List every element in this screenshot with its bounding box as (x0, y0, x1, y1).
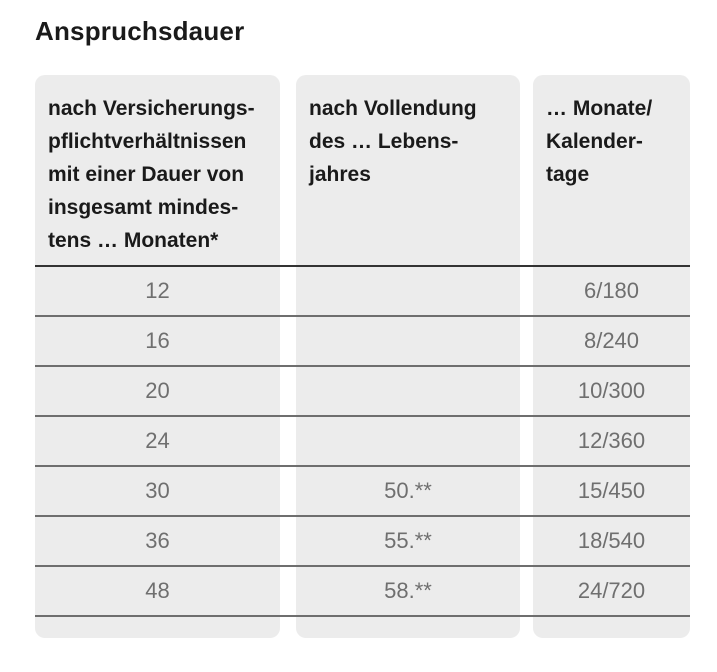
table-cell-age: 58.** (296, 567, 520, 615)
table-cell-months-insured: 16 (35, 317, 280, 365)
table-cell-duration: 8/240 (533, 317, 690, 365)
table-row: 12 6/180 (35, 267, 690, 317)
table-cell-duration: 10/300 (533, 367, 690, 415)
table-cell-duration: 24/720 (533, 567, 690, 615)
table-body: 12 6/180 16 8/240 20 10/300 24 12/360 30… (35, 267, 690, 617)
table-header-months-days: … Monate/ Kalender- tage (533, 75, 690, 265)
table-row: 16 8/240 (35, 317, 690, 367)
table-footer-row (35, 617, 690, 638)
table-row: 20 10/300 (35, 367, 690, 417)
table-header-insurance-periods: nach Versicherungs- pflichtverhältnissen… (35, 75, 280, 265)
page-title: Anspruchsdauer (35, 16, 245, 46)
table-cell-duration: 18/540 (533, 517, 690, 565)
table-cell-age (296, 317, 520, 365)
table-row: 36 55.** 18/540 (35, 517, 690, 567)
table-cell-months-insured: 30 (35, 467, 280, 515)
table-cell-duration: 12/360 (533, 417, 690, 465)
table-cell-duration: 6/180 (533, 267, 690, 315)
table-footer-cell (296, 617, 520, 638)
table-footer-cell (533, 617, 690, 638)
table-cell-age (296, 267, 520, 315)
table-cell-months-insured: 48 (35, 567, 280, 615)
table-row: 30 50.** 15/450 (35, 467, 690, 517)
table-cell-months-insured: 24 (35, 417, 280, 465)
table-cell-age: 50.** (296, 467, 520, 515)
table-header-age: nach Vollendung des … Lebens- jahres (296, 75, 520, 265)
table-cell-age (296, 417, 520, 465)
table-header-row: nach Versicherungs- pflichtverhältnissen… (35, 75, 690, 267)
table-row: 48 58.** 24/720 (35, 567, 690, 617)
table-cell-months-insured: 20 (35, 367, 280, 415)
table-cell-months-insured: 36 (35, 517, 280, 565)
table-cell-months-insured: 12 (35, 267, 280, 315)
entitlement-duration-table: nach Versicherungs- pflichtverhältnissen… (35, 75, 690, 638)
table-cell-age (296, 367, 520, 415)
table-row: 24 12/360 (35, 417, 690, 467)
table-footer-cell (35, 617, 280, 638)
table-cell-age: 55.** (296, 517, 520, 565)
table-cell-duration: 15/450 (533, 467, 690, 515)
